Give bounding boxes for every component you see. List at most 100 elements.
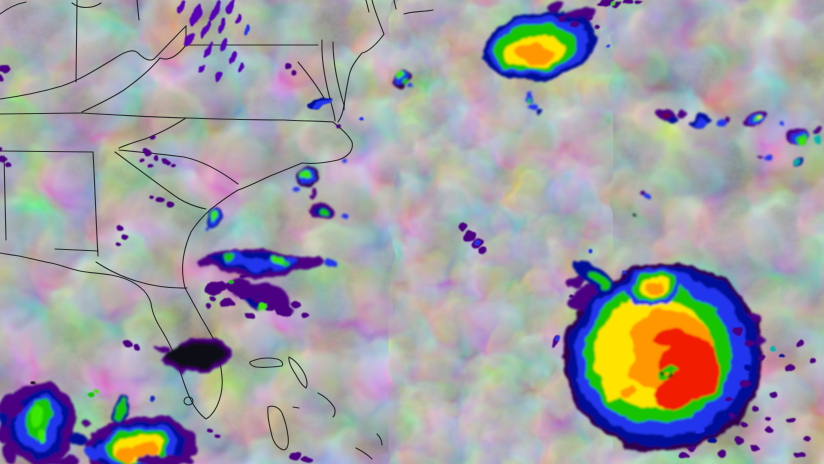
storm-layer-green2 <box>28 402 44 426</box>
storm-layer-navy <box>534 110 540 116</box>
storm-florida-cold-top <box>154 338 231 374</box>
storm-layer-green2 <box>208 213 216 223</box>
storm-layer-blue <box>780 122 786 128</box>
storm-layer-pu <box>137 455 193 464</box>
cloud-patch <box>210 406 300 454</box>
speck-pu2 <box>220 37 228 51</box>
boundary-grand-bahama <box>249 357 284 368</box>
boundary-tn-al <box>0 150 94 153</box>
storm-layer-blue <box>531 102 537 110</box>
speck-pu <box>464 230 476 242</box>
speck-pu <box>0 147 3 153</box>
boundary-ms-al <box>3 155 7 241</box>
storm-layer-pu <box>197 258 215 268</box>
dark-patch <box>670 224 810 276</box>
speck-pu <box>458 222 468 232</box>
boundary-cat-island <box>376 433 383 446</box>
boundary-nc-sc <box>118 149 239 185</box>
cloud-patch <box>208 76 276 110</box>
boundary-lake-okeechobee <box>183 396 194 406</box>
speck-pu2 <box>198 63 204 73</box>
speck-pu <box>586 15 594 21</box>
boundary-va-nc <box>81 112 334 123</box>
speck-pu <box>170 163 176 169</box>
cloud-band <box>467 158 482 247</box>
cloud-patch <box>0 5 78 39</box>
boundary-wv-va <box>81 44 187 113</box>
speck-pu <box>206 281 226 295</box>
speck-navy <box>744 364 752 370</box>
boundary-tn-nc <box>118 117 187 149</box>
storm-layer-orange <box>120 449 136 461</box>
storm-layer-pu <box>309 193 317 199</box>
storm-layer-pu <box>154 342 166 350</box>
speck-pu <box>123 339 133 347</box>
dark-patch <box>432 91 578 159</box>
storm-east-cells <box>631 108 822 220</box>
storm-savannah-cell <box>205 209 221 231</box>
speck-pu <box>688 445 696 451</box>
speck-pu2 <box>176 0 186 14</box>
storm-layer-blue <box>408 86 414 90</box>
speck-pu <box>151 134 157 140</box>
storm-layer-orange <box>133 441 159 459</box>
boundary-potomac <box>297 61 325 99</box>
speck-pu <box>729 412 735 418</box>
speck-black <box>30 381 34 385</box>
speck-pu <box>238 289 256 299</box>
speck-pu <box>732 326 742 334</box>
speck-pu <box>245 312 255 318</box>
dark-patch <box>335 336 565 434</box>
speck-pu <box>786 365 794 371</box>
cloud-patch <box>14 282 110 318</box>
speck-pu <box>741 380 751 388</box>
storm-layer-green <box>584 269 608 289</box>
speck-pu <box>149 194 155 198</box>
storm-layer-pu <box>640 191 646 195</box>
storm-layer-green <box>318 210 328 218</box>
speck-pu <box>766 427 774 433</box>
speck-pu <box>571 21 579 27</box>
storm-layer-blue <box>82 447 102 461</box>
speck-pu2 <box>228 51 238 65</box>
speck-pu <box>204 304 210 310</box>
speck-pu <box>758 355 766 361</box>
storm-layer-orange <box>664 372 670 376</box>
storm-layer-yellow <box>756 118 760 122</box>
speck-pu <box>336 125 342 129</box>
storm-layer-pu <box>723 117 731 123</box>
storm-layer-pu <box>544 1 564 13</box>
storm-nc-offshore-cells <box>292 159 348 221</box>
boundary-ne-state-lines <box>365 0 397 13</box>
storm-layer-navy <box>69 433 87 447</box>
boundary-nj-de-coast <box>343 0 385 111</box>
boundary-river-corner <box>0 1 27 15</box>
storm-layer-pu <box>814 126 820 132</box>
storm-layer-green2 <box>37 428 47 444</box>
cloud-patch <box>120 293 176 323</box>
storm-layer-pu <box>301 256 323 268</box>
cloud-patch <box>721 81 824 139</box>
storm-layer-blue <box>342 210 348 216</box>
speck-pu <box>569 294 575 298</box>
speck-pu <box>284 63 292 69</box>
boundary-andros <box>267 405 289 451</box>
speck-pu <box>220 299 234 307</box>
speck-navy <box>708 437 716 443</box>
speck-pu <box>765 415 771 421</box>
speck-pu <box>770 391 778 397</box>
storm-layer-pu <box>758 155 764 159</box>
boundary-long-island <box>403 9 434 15</box>
storm-layer-green2 <box>268 254 284 264</box>
storm-layer-dark <box>668 375 674 379</box>
storm-layer-maroon <box>663 114 669 118</box>
storm-layer-black <box>163 343 185 359</box>
storm-layer-blue <box>342 159 348 163</box>
storm-layer-pu <box>96 427 110 437</box>
storm-layer-green2 <box>395 72 405 82</box>
speck-pu <box>155 196 165 204</box>
speck-pu <box>809 357 815 363</box>
boundary-ga-fl <box>95 261 188 289</box>
